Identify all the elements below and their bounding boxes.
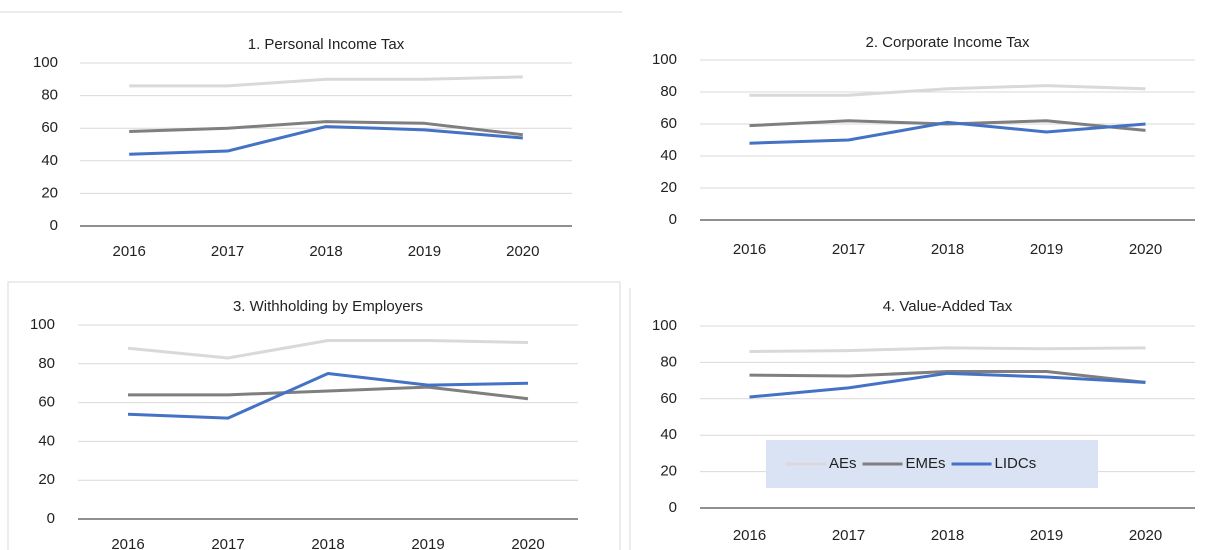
y-tick-label: 80 xyxy=(660,353,677,370)
series-line xyxy=(749,119,1146,132)
x-tick-label: 2016 xyxy=(111,536,144,550)
series-line xyxy=(129,125,523,156)
x-tick-label: 2020 xyxy=(511,536,544,550)
series-line xyxy=(749,120,1146,145)
x-tick-label: 2018 xyxy=(931,241,964,258)
series-line xyxy=(749,370,1146,384)
x-tick-label: 2017 xyxy=(211,243,244,260)
y-tick-label: 60 xyxy=(660,390,677,407)
x-tick-label: 2019 xyxy=(411,536,444,550)
x-tick-label: 2019 xyxy=(1030,241,1063,258)
y-tick-label: 60 xyxy=(41,119,58,136)
panel-border xyxy=(7,281,621,550)
chart-title: 1. Personal Income Tax xyxy=(248,36,405,53)
y-tick-label: 20 xyxy=(38,471,55,488)
legend-label: EMEs xyxy=(906,455,946,472)
y-tick-label: 80 xyxy=(660,83,677,100)
series-line xyxy=(127,339,529,360)
y-tick-label: 100 xyxy=(33,54,58,71)
series-line xyxy=(749,84,1146,97)
y-tick-label: 0 xyxy=(669,211,677,228)
series-line xyxy=(129,120,523,137)
x-tick-label: 2016 xyxy=(733,241,766,258)
y-tick-label: 60 xyxy=(660,115,677,132)
y-tick-label: 40 xyxy=(38,432,55,449)
x-tick-label: 2019 xyxy=(408,243,441,260)
x-tick-label: 2020 xyxy=(506,243,539,260)
y-tick-label: 80 xyxy=(38,355,55,372)
y-tick-label: 0 xyxy=(50,217,58,234)
y-tick-label: 20 xyxy=(41,184,58,201)
x-tick-label: 2018 xyxy=(309,243,342,260)
y-tick-label: 0 xyxy=(669,499,677,516)
x-tick-label: 2020 xyxy=(1129,241,1162,258)
series-line xyxy=(127,372,529,420)
y-tick-label: 60 xyxy=(38,394,55,411)
series-line xyxy=(128,385,529,401)
y-tick-label: 0 xyxy=(47,510,55,527)
x-tick-label: 2017 xyxy=(832,527,865,544)
y-tick-label: 100 xyxy=(30,316,55,333)
x-tick-label: 2016 xyxy=(113,243,146,260)
x-tick-label: 2017 xyxy=(832,241,865,258)
series-line xyxy=(749,346,1146,353)
y-tick-label: 20 xyxy=(660,463,677,480)
x-tick-label: 2018 xyxy=(931,527,964,544)
legend-label: LIDCs xyxy=(995,455,1037,472)
y-tick-label: 40 xyxy=(660,147,677,164)
y-tick-label: 40 xyxy=(41,152,58,169)
chart-title: 2. Corporate Income Tax xyxy=(866,34,1030,51)
x-tick-label: 2017 xyxy=(211,536,244,550)
x-tick-label: 2019 xyxy=(1030,527,1063,544)
chart-title: 3. Withholding by Employers xyxy=(233,298,423,315)
y-tick-label: 100 xyxy=(652,317,677,334)
x-tick-label: 2016 xyxy=(733,527,766,544)
y-tick-label: 40 xyxy=(660,426,677,443)
x-tick-label: 2018 xyxy=(311,536,344,550)
series-line xyxy=(749,371,1146,399)
y-tick-label: 100 xyxy=(652,51,677,68)
x-tick-label: 2020 xyxy=(1129,527,1162,544)
legend-label: AEs xyxy=(829,455,857,472)
y-tick-label: 20 xyxy=(660,179,677,196)
chart-title: 4. Value-Added Tax xyxy=(883,298,1013,315)
y-tick-label: 80 xyxy=(41,87,58,104)
series-line xyxy=(129,75,523,88)
